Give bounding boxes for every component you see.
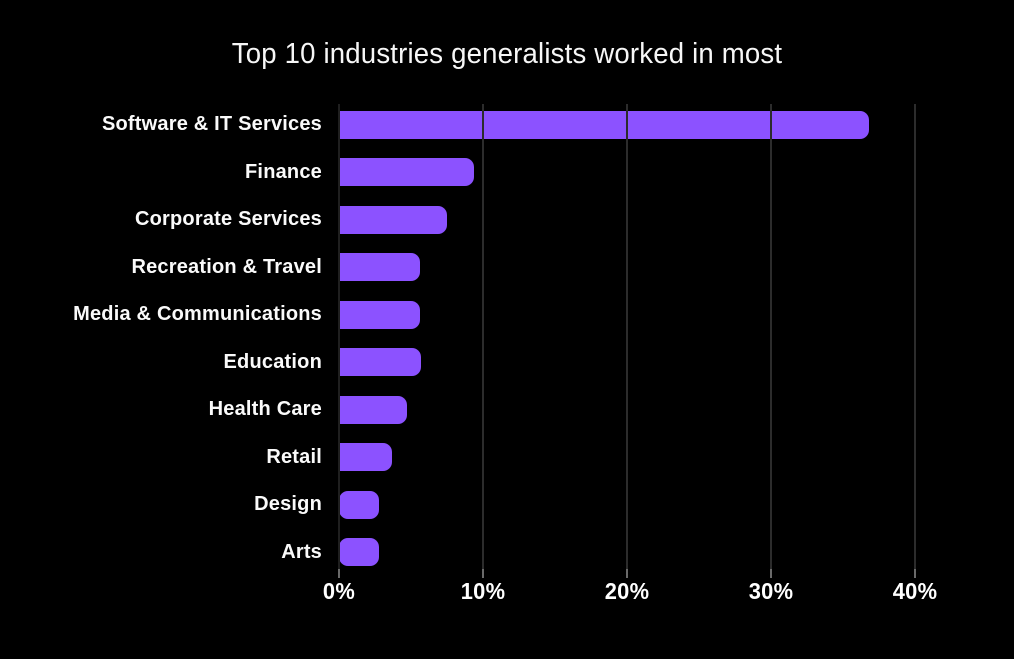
tick-label: 0% <box>322 578 356 604</box>
bar-row: Media & Communications <box>0 291 1014 339</box>
category-label: Media & Communications <box>73 303 322 326</box>
bar-track <box>339 538 959 567</box>
bar <box>339 538 380 567</box>
category-label: Design <box>254 493 322 516</box>
bar <box>339 158 475 187</box>
bar-track <box>339 395 959 424</box>
bar-row: Design <box>0 481 1014 529</box>
category-label: Retail <box>266 445 322 468</box>
bar <box>339 348 422 377</box>
bar-track <box>339 110 959 139</box>
bar-row: Education <box>0 339 1014 387</box>
category-label: Arts <box>281 540 322 563</box>
bar <box>339 490 380 519</box>
bar <box>339 300 420 329</box>
bar-row: Arts <box>0 529 1014 577</box>
tick-mark <box>482 569 484 578</box>
bar-track <box>339 205 959 234</box>
bar-track <box>339 348 959 377</box>
category-label: Education <box>223 350 322 373</box>
bar <box>339 110 869 139</box>
bar-row: Software & IT Services <box>0 101 1014 149</box>
category-label: Software & IT Services <box>101 113 322 136</box>
tick-mark <box>770 569 772 578</box>
bar-row: Health Care <box>0 386 1014 434</box>
bar <box>339 395 407 424</box>
bar-track <box>339 300 959 329</box>
tick-mark <box>626 569 628 578</box>
bar-track <box>339 158 959 187</box>
bar-track <box>339 443 959 472</box>
category-label: Recreation & Travel <box>131 255 322 278</box>
bar <box>339 253 420 282</box>
tick-label: 20% <box>604 578 650 604</box>
bar-row: Recreation & Travel <box>0 244 1014 292</box>
bar-rows: Software & IT Services Finance Corporate S… <box>0 101 1014 576</box>
chart-title: Top 10 industries generalists worked in … <box>231 38 783 70</box>
bar-row: Finance <box>0 149 1014 197</box>
bar <box>339 205 447 234</box>
tick-label: 30% <box>748 578 794 604</box>
category-label: Health Care <box>208 398 322 421</box>
bar-track <box>339 253 959 282</box>
bar-row: Corporate Services <box>0 196 1014 244</box>
tick-mark <box>914 569 916 578</box>
category-label: Finance <box>245 160 322 183</box>
bar <box>339 443 393 472</box>
category-label: Corporate Services <box>134 208 322 231</box>
tick-label: 40% <box>892 578 938 604</box>
bar-track <box>339 490 959 519</box>
tick-label: 10% <box>460 578 506 604</box>
tick-mark <box>338 569 340 578</box>
x-axis: 0% 10% 20% 30% 40% <box>323 569 959 609</box>
bar-row: Retail <box>0 434 1014 482</box>
